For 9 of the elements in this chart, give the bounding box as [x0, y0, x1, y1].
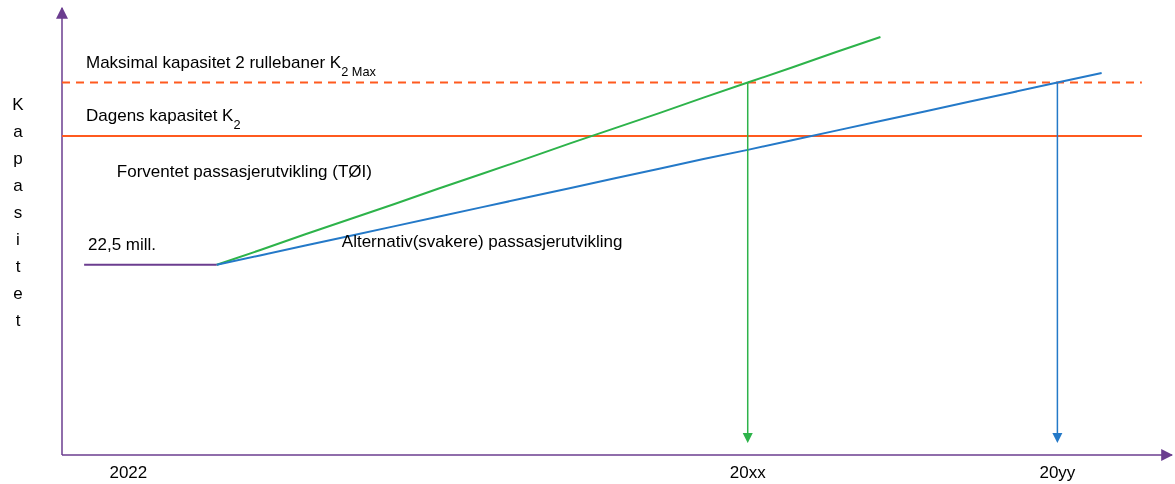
ref-line-label: Maksimal kapasitet 2 rullebaner K$_{2 Max}$: [86, 52, 377, 79]
annotation: 22,5 mill.: [88, 234, 157, 254]
x-tick-label: 2022: [109, 463, 148, 482]
series-label: Alternativ(svakere) passasjerutvikling: [341, 231, 623, 251]
x-tick-label: 20xx: [729, 463, 767, 482]
ref-line-label: Dagens kapasitet K$_{2}$: [86, 106, 241, 132]
x-tick-label: 20yy: [1039, 463, 1076, 482]
text: Kapasitet: [12, 95, 24, 330]
series-label: Forventet passasjerutvikling (TØI): [116, 161, 372, 181]
